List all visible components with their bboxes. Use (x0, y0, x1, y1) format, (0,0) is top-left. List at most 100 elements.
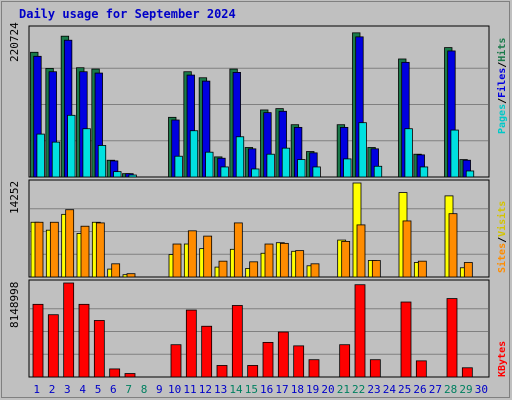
x-tick-label-day-21: 21 (336, 383, 350, 396)
bottom-bar-kbytes-day-11 (185, 309, 197, 378)
x-tick-label-day-22: 22 (352, 383, 366, 396)
middle-bar-sites-day-10 (172, 243, 182, 278)
middle-bar-sites-day-16 (264, 243, 274, 278)
top-bar-pages-day-28 (450, 129, 459, 178)
x-tick-label-day-24: 24 (382, 383, 396, 396)
middle-bar-sites-day-7 (126, 273, 136, 278)
middle-bar-sites-day-19 (310, 263, 320, 278)
middle-plot-border (28, 179, 490, 278)
bottom-bar-kbytes-day-16 (262, 341, 274, 378)
top-bar-pages-day-1 (36, 133, 45, 178)
top-bar-pages-day-19 (312, 166, 321, 178)
middle-bar-sites-day-5 (95, 222, 105, 278)
x-tick-label-day-30: 30 (474, 383, 488, 396)
middle-bar-sites-day-21 (341, 240, 351, 278)
bottom-bar-kbytes-day-15 (247, 365, 259, 378)
legend-sites: Sites (497, 242, 508, 273)
bottom-bar-kbytes-day-10 (170, 344, 182, 378)
top-bar-pages-day-10 (174, 155, 183, 178)
middle-bar-sites-day-14 (233, 222, 243, 278)
x-tick-label-day-1: 1 (33, 383, 40, 396)
bottom-plot-border (28, 279, 490, 378)
bottom-bar-kbytes-day-7 (124, 373, 136, 378)
top-bar-pages-day-7 (128, 174, 137, 178)
x-tick-label-day-5: 5 (94, 383, 102, 396)
bottom-bar-kbytes-day-18 (293, 345, 305, 378)
top-bar-pages-day-6 (113, 171, 122, 178)
x-tick-label-day-20: 20 (321, 383, 335, 396)
top-legend: Pages/Files/Hits (497, 38, 508, 134)
x-tick-label-day-25: 25 (398, 383, 412, 396)
middle-bar-sites-day-18 (295, 250, 305, 278)
middle-bar-sites-day-2 (49, 221, 59, 278)
middle-bar-sites-day-4 (80, 225, 90, 278)
middle-ymax-label: 14252 (8, 180, 21, 214)
middle-bar-sites-day-13 (218, 260, 228, 278)
legend-separator: / (497, 97, 508, 104)
bottom-bar-kbytes-day-1 (32, 303, 44, 378)
top-bar-pages-day-15 (251, 168, 260, 178)
top-bar-pages-day-29 (465, 170, 475, 178)
top-bar-pages-day-21 (343, 158, 352, 178)
chart-title: Daily usage for September 2024 (19, 7, 236, 21)
top-bar-pages-day-11 (189, 130, 199, 178)
bottom-bar-kbytes-day-4 (78, 303, 90, 378)
middle-bar-sites-day-23 (371, 260, 381, 278)
x-tick-label-day-11: 11 (183, 383, 197, 396)
bottom-bar-kbytes-day-28 (446, 298, 458, 378)
bottom-bar-kbytes-day-3 (63, 282, 75, 378)
legend-visits: Visits (497, 200, 508, 237)
bottom-bar-kbytes-day-22 (354, 284, 366, 378)
middle-bar-sites-day-1 (34, 221, 44, 278)
top-bar-pages-day-18 (297, 159, 306, 178)
x-tick-label-day-12: 12 (198, 383, 212, 396)
bottom-bar-kbytes-day-2 (47, 314, 59, 378)
top-bar-pages-day-3 (67, 114, 76, 178)
x-tick-label-day-18: 18 (290, 383, 304, 396)
x-tick-label-day-23: 23 (367, 383, 381, 396)
x-tick-label-day-15: 15 (244, 383, 258, 396)
bottom-bar-kbytes-day-12 (201, 325, 213, 378)
x-tick-label-day-14: 14 (229, 383, 243, 396)
bottom-bar-kbytes-day-29 (461, 367, 473, 378)
bottom-bar-kbytes-day-6 (109, 368, 121, 378)
bottom-legend: KBytes (497, 341, 508, 377)
legend-separator: / (497, 236, 508, 243)
middle-bar-sites-day-25 (402, 220, 412, 278)
middle-bar-sites-day-17 (279, 242, 289, 278)
bottom-bar-kbytes-day-19 (308, 359, 320, 378)
middle-bar-sites-day-29 (463, 262, 473, 278)
top-bar-pages-day-17 (281, 147, 291, 178)
middle-legend: Sites/Visits (497, 201, 508, 273)
top-bar-pages-day-2 (51, 141, 61, 178)
x-tick-label-day-8: 8 (140, 383, 148, 396)
bottom-ymax-label: 8148998 (8, 281, 21, 328)
bottom-bar-kbytes-day-26 (415, 360, 427, 378)
middle-bar-sites-day-11 (187, 230, 197, 278)
x-tick-label-day-27: 27 (428, 383, 442, 396)
legend-pages: Pages (497, 103, 508, 134)
x-tick-label-day-29: 29 (459, 383, 473, 396)
top-bar-pages-day-23 (373, 165, 383, 178)
x-tick-label-day-13: 13 (214, 383, 228, 396)
middle-bar-sites-day-3 (65, 209, 75, 278)
x-tick-label-day-28: 28 (444, 383, 458, 396)
x-tick-label-day-17: 17 (275, 383, 289, 396)
middle-bar-sites-day-26 (417, 260, 427, 278)
x-tick-label-day-4: 4 (79, 383, 86, 396)
top-bar-pages-day-13 (220, 166, 229, 178)
x-tick-label-day-16: 16 (260, 383, 274, 396)
legend-files: Files (497, 67, 508, 98)
top-ymax-label: 220724 (8, 22, 21, 62)
middle-bar-sites-day-6 (111, 263, 121, 278)
bottom-bar-kbytes-day-14 (231, 305, 243, 378)
x-tick-label-day-2: 2 (48, 383, 56, 396)
top-bar-pages-day-14 (235, 136, 245, 178)
middle-bar-sites-day-22 (356, 224, 366, 278)
x-tick-label-day-19: 19 (306, 383, 320, 396)
bottom-bar-kbytes-day-21 (339, 344, 351, 378)
top-bar-pages-day-4 (82, 128, 91, 178)
middle-bar-sites-day-12 (203, 235, 213, 278)
